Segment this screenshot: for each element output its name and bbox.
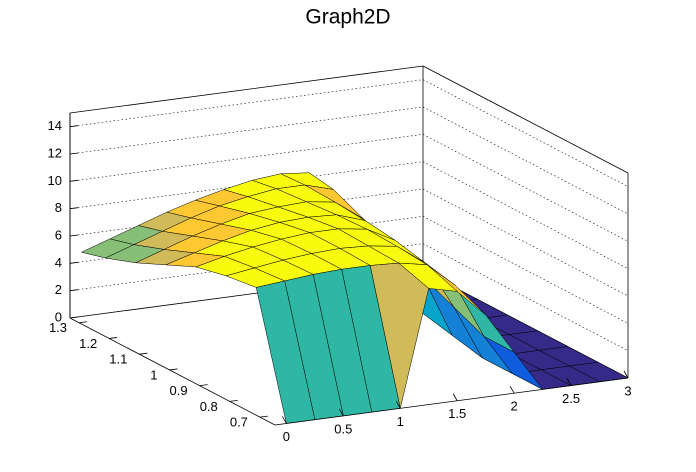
x-tick: [282, 416, 287, 424]
grid-line: [422, 79, 629, 187]
x-tick-label: 0: [283, 429, 290, 444]
y-tick-label: 0.9: [170, 383, 188, 398]
grid-line: [69, 106, 424, 155]
grid-line: [422, 161, 629, 269]
x-tick: [623, 370, 629, 379]
y-tick: [109, 337, 118, 339]
grid-line: [69, 188, 424, 237]
surface: [81, 172, 629, 424]
y-tick-label: 0.7: [230, 415, 248, 430]
y-tick: [169, 368, 178, 371]
grid-line: [422, 188, 629, 297]
grid-line: [69, 134, 424, 182]
x-tick-label: 2: [511, 399, 518, 414]
x-axis: [274, 377, 629, 426]
z-tick: [69, 316, 79, 319]
z-tick-label: 8: [55, 200, 62, 215]
grid-line: [422, 216, 629, 324]
z-tick: [69, 289, 79, 292]
z-tick-label: 14: [48, 118, 62, 133]
grid-line: [422, 243, 629, 351]
z-tick-label: 12: [48, 145, 62, 160]
x-tick: [509, 385, 515, 394]
x-tick-label: 2.5: [562, 391, 580, 406]
z-tick: [69, 179, 79, 182]
z-tick-label: 10: [48, 173, 62, 188]
z-tick-label: 4: [55, 255, 62, 270]
grid-line: [422, 106, 629, 215]
z-tick: [69, 152, 79, 155]
x-tick: [452, 393, 458, 401]
x-tick-label: 1.5: [448, 406, 466, 421]
grid-line: [422, 134, 629, 242]
y-tick: [78, 321, 88, 324]
x-tick: [338, 408, 344, 417]
z-tick-label: 2: [55, 282, 62, 297]
y-axis: [69, 317, 276, 426]
box-edge: [422, 65, 629, 174]
z-tick-label: 6: [55, 227, 62, 242]
x-tick-label: 3: [624, 383, 631, 398]
chart-title: Graph2D: [305, 6, 390, 29]
front-layer: 0 2 4 6 8 10 12 14 0 0.5 1 1.5 2 2.5 3 0.7 0.8 0.9 1 1.1 1.2…: [48, 113, 632, 444]
y-tick-label: 1: [150, 367, 157, 382]
y-tick: [229, 400, 238, 402]
y-tick-label: 1.1: [109, 352, 127, 367]
z-tick-label: 0: [55, 309, 62, 324]
x-tick: [566, 378, 572, 386]
y-tick: [139, 352, 148, 355]
y-tick: [199, 384, 208, 387]
y-tick: [259, 415, 268, 418]
x-tick: [395, 401, 401, 409]
grid-line: [69, 161, 424, 209]
box-edge: [69, 65, 424, 114]
grid-line: [69, 79, 424, 127]
y-tick-label: 0.8: [200, 399, 218, 414]
z-tick: [69, 125, 79, 128]
x-tick-label: 1: [397, 414, 404, 429]
z-tick: [69, 234, 79, 237]
z-tick: [69, 261, 79, 264]
z-tick: [69, 207, 79, 210]
y-tick-label: 1.2: [79, 336, 97, 351]
y-tick-label: 1.3: [49, 320, 67, 335]
x-tick-label: 0.5: [334, 421, 352, 436]
